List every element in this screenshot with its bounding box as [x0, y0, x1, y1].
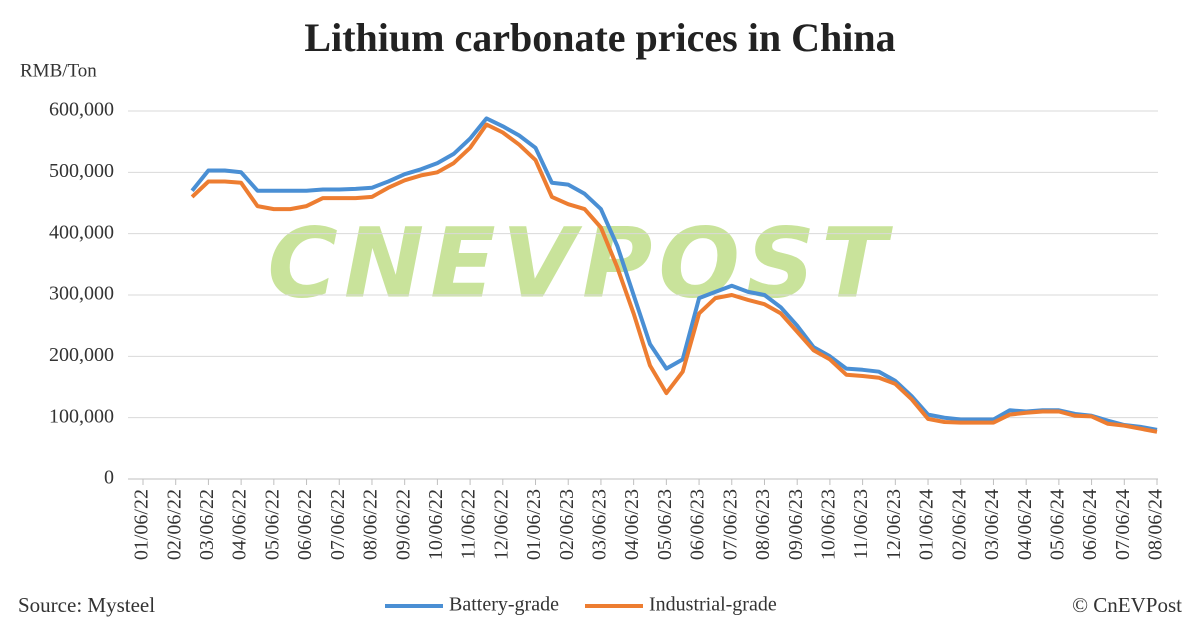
legend-label: Battery-grade — [449, 594, 559, 616]
x-tick-label: 03/06/24 — [981, 489, 1003, 560]
x-tick-label: 08/06/23 — [752, 489, 774, 560]
y-tick-label: 400,000 — [49, 221, 114, 243]
x-tick-label: 04/06/23 — [621, 489, 643, 560]
source: Source: Mysteel — [18, 593, 155, 617]
x-tick-label: 02/06/23 — [556, 489, 578, 560]
x-tick-label: 03/06/23 — [589, 489, 611, 560]
x-tick-label: 07/06/24 — [1112, 489, 1134, 560]
x-tick-label: 02/06/24 — [948, 489, 970, 560]
x-tick-label: 10/06/22 — [425, 489, 447, 560]
y-tick-label: 0 — [104, 467, 114, 489]
line-series — [190, 116, 1158, 432]
legend-label: Industrial-grade — [649, 594, 777, 616]
x-tick-label: 01/06/22 — [131, 489, 153, 560]
x-tick-label: 05/06/24 — [1046, 489, 1068, 560]
x-tick-label: 05/06/22 — [261, 489, 283, 560]
watermark: CNEVPOST — [267, 207, 893, 319]
credit: © CnEVPost — [1072, 593, 1182, 617]
x-tick-label: 12/06/22 — [490, 489, 512, 560]
y-tick-label: 200,000 — [49, 344, 114, 366]
chart-title: Lithium carbonate prices in China — [304, 15, 895, 60]
x-tick-label: 08/06/24 — [1145, 489, 1167, 560]
x-tick-label: 03/06/22 — [196, 489, 218, 560]
y-tick-label: 600,000 — [49, 99, 114, 121]
x-tick-label: 11/06/23 — [850, 489, 872, 559]
x-tick-label: 10/06/23 — [817, 489, 839, 560]
x-tick-label: 04/06/22 — [229, 489, 251, 560]
x-tick-label: 01/06/24 — [916, 489, 938, 560]
x-tick-label: 04/06/24 — [1014, 489, 1036, 560]
y-axis-label: RMB/Ton — [20, 60, 97, 81]
x-tick-label: 09/06/23 — [785, 489, 807, 560]
x-tick-label: 01/06/23 — [523, 489, 545, 560]
x-tick-label: 09/06/22 — [392, 489, 414, 560]
x-tick-label: 08/06/22 — [360, 489, 382, 560]
x-tick-label: 07/06/22 — [327, 489, 349, 560]
x-tick-label: 11/06/22 — [458, 489, 480, 559]
y-tick-label: 500,000 — [49, 160, 114, 182]
x-tick-label: 06/06/22 — [294, 489, 316, 560]
y-tick-label: 100,000 — [49, 405, 114, 427]
x-tick-label: 02/06/22 — [163, 489, 185, 560]
line-series — [190, 122, 1158, 434]
x-tick-label: 06/06/24 — [1079, 489, 1101, 560]
x-tick-label: 06/06/23 — [687, 489, 709, 560]
x-tick-label: 07/06/23 — [719, 489, 741, 560]
x-tick-label: 05/06/23 — [654, 489, 676, 560]
x-tick-label: 12/06/23 — [883, 489, 905, 560]
y-tick-label: 300,000 — [49, 283, 114, 305]
